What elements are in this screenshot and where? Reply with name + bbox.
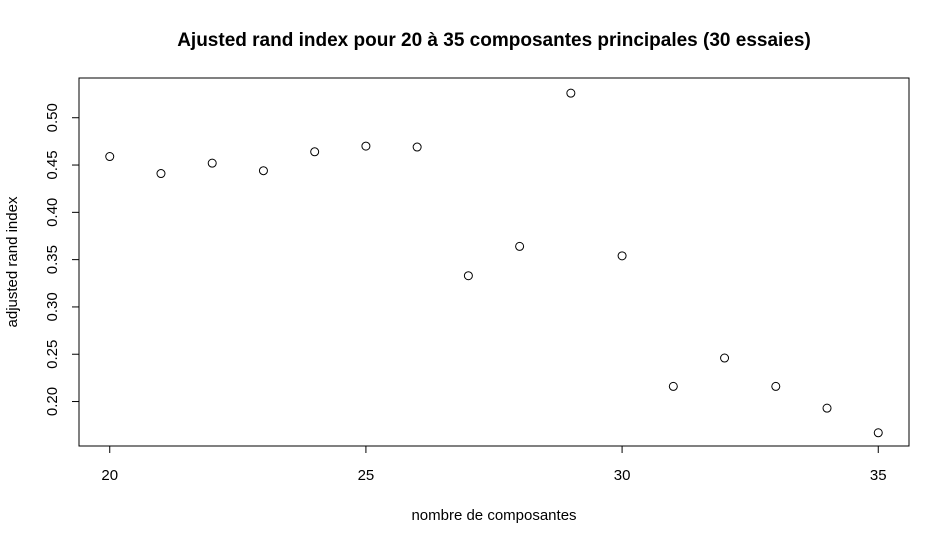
y-tick-label: 0.40: [44, 198, 61, 227]
data-point: [515, 241, 525, 251]
y-tick-label: 0.30: [44, 292, 61, 321]
data-point: [873, 428, 883, 438]
data-point: [105, 152, 115, 162]
x-tick-label: 25: [358, 467, 375, 484]
y-tick-label: 0.50: [44, 103, 61, 132]
y-tick-label: 0.45: [44, 150, 61, 179]
data-point: [668, 381, 678, 391]
y-tick-label: 0.25: [44, 340, 61, 369]
data-point: [771, 381, 781, 391]
chart-title: Ajusted rand index pour 20 à 35 composan…: [177, 30, 811, 51]
data-point: [207, 158, 217, 168]
y-tick-label: 0.35: [44, 245, 61, 274]
data-point: [310, 147, 320, 157]
x-axis: 20 25 30 35: [101, 446, 887, 484]
y-axis: 0.20 0.25 0.30 0.35 0.40 0.45 0.50: [44, 103, 79, 416]
data-point: [720, 353, 730, 363]
data-point: [361, 141, 371, 151]
x-tick-label: 35: [870, 467, 887, 484]
data-point: [412, 142, 422, 152]
data-point: [156, 169, 166, 179]
data-point: [566, 88, 576, 98]
plot-area-frame: [78, 77, 910, 447]
data-point: [617, 251, 627, 261]
data-points: [105, 88, 883, 438]
data-point: [258, 166, 268, 176]
data-point: [463, 271, 473, 281]
data-point: [822, 403, 832, 413]
x-tick-label: 20: [101, 467, 118, 484]
x-axis-label: nombre de composantes: [411, 507, 576, 524]
x-tick-label: 30: [614, 467, 631, 484]
y-tick-label: 0.20: [44, 387, 61, 416]
y-axis-label: adjusted rand index: [4, 196, 21, 327]
